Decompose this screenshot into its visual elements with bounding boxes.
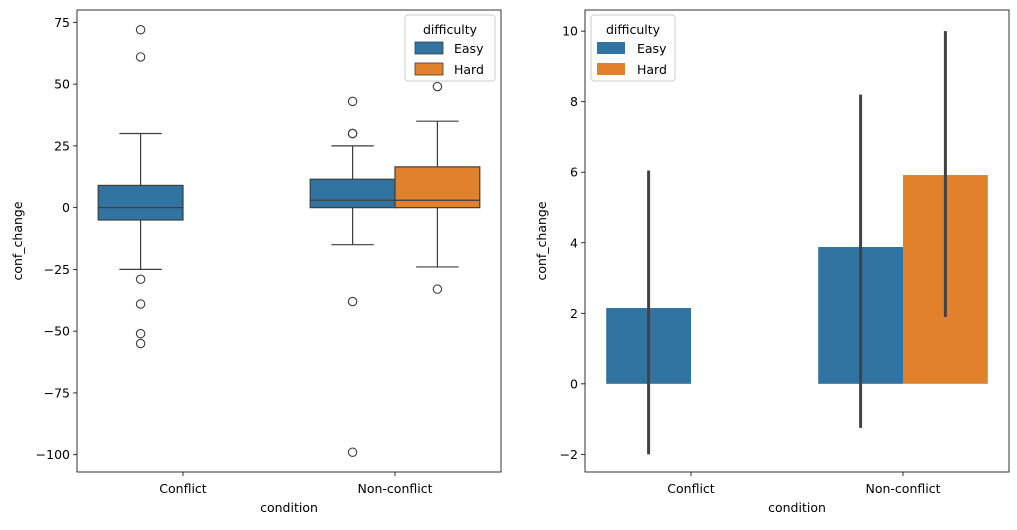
iqr-box bbox=[309, 178, 396, 209]
y-tick-label: 25 bbox=[54, 138, 70, 153]
bar-chart-legend-title: difficulty bbox=[606, 22, 661, 37]
outlier-point bbox=[135, 274, 146, 285]
box-plot-marks bbox=[97, 25, 481, 457]
outlier-point bbox=[432, 284, 443, 294]
outlier-point bbox=[347, 128, 358, 139]
bar-chart-legend-label-hard: Hard bbox=[637, 62, 667, 77]
x-tick-label: Conflict bbox=[667, 481, 715, 496]
bar-chart-legend-swatch-easy bbox=[597, 42, 625, 54]
outlier-point bbox=[135, 52, 146, 62]
box-non-conflict-easy bbox=[309, 96, 396, 457]
box-plot-legend-label-hard: Hard bbox=[454, 62, 484, 77]
bar-chart-legend-label-easy: Easy bbox=[637, 41, 667, 56]
box-plot-chart: 75 50 25 0 −25 −50 −75 −100 Conflict Non-conflic… bbox=[10, 9, 502, 515]
iqr-box bbox=[394, 166, 481, 209]
x-tick-label: Conflict bbox=[159, 481, 207, 496]
box-plot-y-axis-label: conf_change bbox=[10, 201, 25, 280]
y-tick-label: −25 bbox=[44, 262, 70, 277]
bar-chart-marks bbox=[606, 31, 988, 455]
bar-chart: 10 8 6 4 2 0 −2 Conflict Non-conflict condition… bbox=[534, 9, 1010, 515]
box-plot-legend-title: difficulty bbox=[423, 22, 478, 37]
outlier-point bbox=[135, 25, 146, 35]
bar-chart-frame bbox=[584, 9, 1010, 473]
box-plot-x-axis-label: condition bbox=[260, 500, 318, 515]
y-tick-label: 0 bbox=[570, 376, 578, 391]
box-plot-legend-swatch-easy bbox=[414, 41, 444, 55]
y-tick-label: −50 bbox=[44, 324, 70, 339]
bar-chart-y-axis-label: conf_change bbox=[534, 201, 549, 280]
bar-chart-x-ticks: Conflict Non-conflict bbox=[667, 472, 941, 496]
box-plot-frame bbox=[76, 9, 502, 473]
bar-chart-x-axis-label: condition bbox=[768, 500, 826, 515]
y-tick-label: −75 bbox=[44, 385, 70, 400]
x-tick-label: Non-conflict bbox=[866, 481, 941, 496]
outlier-point bbox=[347, 296, 358, 307]
y-tick-label: 8 bbox=[570, 94, 578, 109]
y-tick-label: −100 bbox=[36, 447, 70, 462]
y-tick-label: 4 bbox=[570, 235, 578, 250]
y-tick-label: 75 bbox=[54, 15, 70, 30]
bar-conflict-easy bbox=[606, 170, 691, 455]
box-non-conflict-hard bbox=[394, 81, 481, 294]
outlier-point bbox=[135, 299, 146, 309]
outlier-point bbox=[135, 328, 146, 339]
y-tick-label: 0 bbox=[62, 200, 70, 215]
box-plot-legend-label-easy: Easy bbox=[454, 41, 484, 56]
y-tick-label: 6 bbox=[570, 165, 578, 180]
y-tick-label: 50 bbox=[54, 77, 70, 92]
box-plot-y-ticks: 75 50 25 0 −25 −50 −75 −100 bbox=[36, 15, 77, 462]
bar-chart-y-ticks: 10 8 6 4 2 0 −2 bbox=[560, 24, 585, 462]
bar-chart-legend-swatch-hard bbox=[597, 63, 625, 75]
outlier-point bbox=[432, 81, 443, 92]
outlier-point bbox=[347, 447, 358, 457]
box-plot-x-ticks: Conflict Non-conflict bbox=[159, 472, 433, 496]
box-plot-legend-swatch-hard bbox=[414, 62, 444, 76]
y-tick-label: 2 bbox=[570, 306, 578, 321]
bar-chart-legend: difficulty Easy Hard bbox=[590, 14, 676, 82]
y-tick-label: 10 bbox=[562, 24, 578, 39]
box-plot-legend: difficulty Easy Hard bbox=[404, 14, 496, 82]
box-conflict-easy bbox=[97, 25, 184, 349]
outlier-point bbox=[347, 96, 358, 107]
bar-non-conflict-easy bbox=[818, 94, 903, 428]
iqr-box bbox=[97, 184, 184, 221]
y-tick-label: −2 bbox=[560, 447, 578, 462]
outlier-point bbox=[135, 338, 146, 349]
bar-non-conflict-hard bbox=[903, 31, 988, 384]
x-tick-label: Non-conflict bbox=[358, 481, 433, 496]
